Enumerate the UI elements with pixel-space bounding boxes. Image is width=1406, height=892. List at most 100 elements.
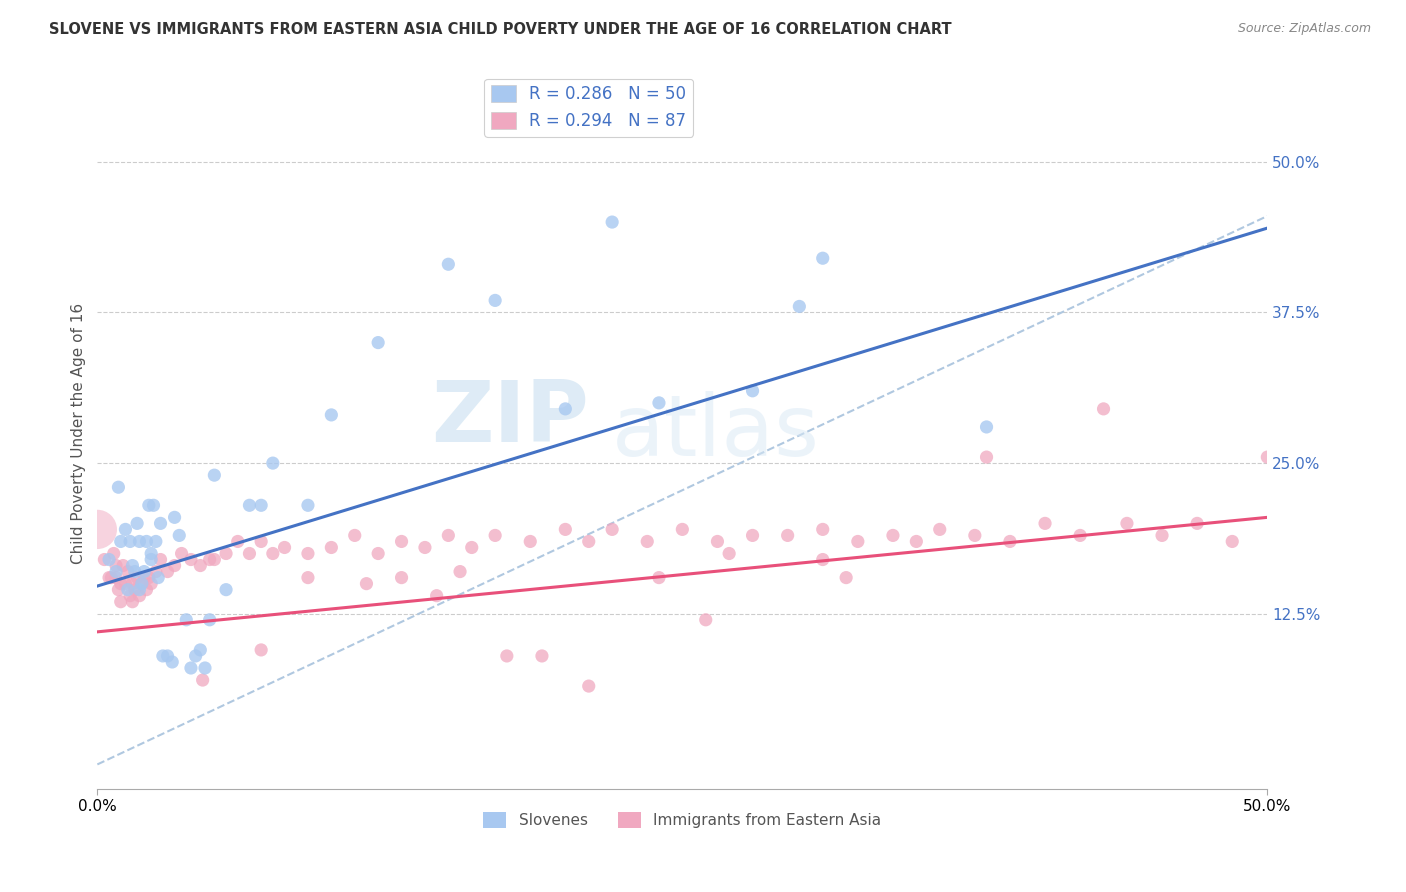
Point (148, 571, 170, 585)
Point (437, 528, 460, 542)
Point (202, 468, 225, 483)
Point (636, 534, 658, 549)
Point (141, 576, 163, 591)
Point (846, 534, 869, 549)
Point (600, 215, 623, 229)
Point (121, 595, 143, 609)
Point (741, 528, 763, 542)
Point (413, 541, 436, 555)
Point (107, 480, 129, 494)
Point (437, 257, 460, 271)
Point (391, 534, 413, 549)
Point (882, 528, 904, 542)
Point (530, 648, 553, 663)
Point (578, 534, 600, 549)
Point (998, 534, 1021, 549)
Point (167, 528, 190, 542)
Point (1220, 534, 1243, 549)
Point (120, 534, 142, 549)
Point (215, 547, 238, 561)
Point (163, 510, 186, 524)
Point (367, 335, 389, 350)
Point (184, 648, 207, 663)
Point (93, 552, 115, 566)
Point (128, 582, 150, 597)
Point (706, 534, 728, 549)
Point (124, 565, 146, 579)
Point (145, 534, 167, 549)
Point (105, 571, 128, 585)
Point (273, 541, 295, 555)
Point (554, 522, 576, 536)
Point (554, 401, 576, 416)
Point (103, 547, 125, 561)
Point (928, 522, 950, 536)
Point (170, 547, 193, 561)
Point (152, 648, 174, 663)
Text: ZIP: ZIP (432, 377, 589, 460)
Point (117, 582, 139, 597)
Point (741, 384, 763, 398)
Point (321, 541, 343, 555)
Point (135, 582, 157, 597)
Point (495, 648, 517, 663)
Point (121, 576, 143, 591)
Point (250, 534, 273, 549)
Point (905, 534, 928, 549)
Point (98, 571, 121, 585)
Point (160, 655, 183, 669)
Point (695, 613, 717, 627)
Point (238, 498, 260, 512)
Point (250, 498, 273, 512)
Point (297, 571, 319, 585)
Point (131, 576, 153, 591)
Point (1150, 528, 1173, 542)
Point (141, 547, 163, 561)
Point (180, 661, 202, 675)
Point (138, 571, 160, 585)
Point (198, 613, 221, 627)
Point (110, 576, 132, 591)
Point (215, 582, 238, 597)
Legend: Slovenes, Immigrants from Eastern Asia: Slovenes, Immigrants from Eastern Asia (477, 806, 887, 834)
Point (127, 571, 149, 585)
Point (145, 565, 167, 579)
Point (519, 534, 541, 549)
Text: Source: ZipAtlas.com: Source: ZipAtlas.com (1237, 22, 1371, 36)
Point (188, 643, 211, 657)
Point (1256, 450, 1278, 464)
Point (811, 552, 834, 566)
Point (149, 516, 172, 531)
Point (461, 541, 484, 555)
Point (976, 420, 998, 434)
Point (141, 552, 163, 566)
Point (198, 552, 221, 566)
Point (138, 498, 160, 512)
Point (250, 643, 273, 657)
Point (1033, 516, 1056, 531)
Point (107, 582, 129, 597)
Text: atlas: atlas (612, 392, 820, 475)
Point (297, 547, 319, 561)
Point (262, 456, 284, 470)
Point (124, 582, 146, 597)
Point (188, 558, 211, 573)
Point (100, 571, 122, 585)
Point (343, 528, 366, 542)
Point (367, 547, 389, 561)
Point (149, 552, 172, 566)
Point (578, 679, 600, 693)
Point (1116, 516, 1139, 531)
Point (156, 648, 179, 663)
Point (484, 293, 506, 308)
Point (135, 534, 157, 549)
Point (1185, 516, 1208, 531)
Point (105, 558, 128, 573)
Point (86, 522, 108, 536)
Point (835, 571, 858, 585)
Point (98, 552, 121, 566)
Point (321, 408, 343, 422)
Point (1092, 401, 1115, 416)
Point (163, 558, 186, 573)
Point (121, 558, 143, 573)
